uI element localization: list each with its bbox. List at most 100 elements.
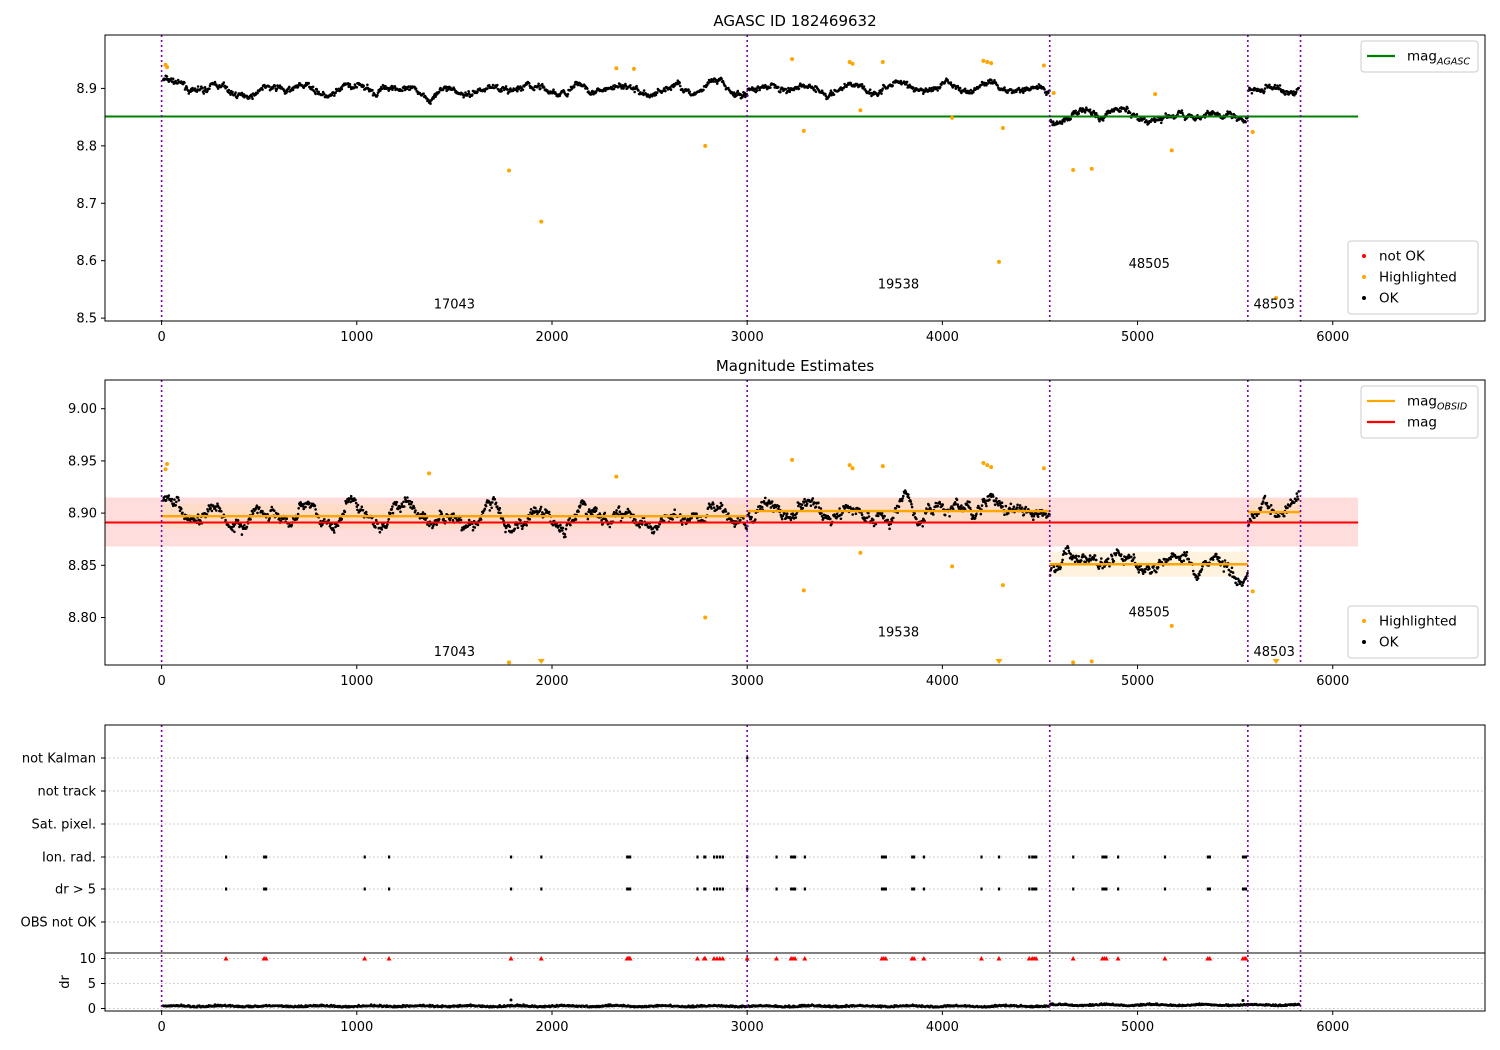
ok-point [467, 90, 470, 93]
ok-point [755, 89, 759, 92]
highlighted-point [880, 464, 885, 469]
flag-event-mark [1117, 887, 1120, 891]
ok-point [181, 511, 184, 515]
ok-point [311, 85, 315, 89]
ok-point [780, 517, 784, 521]
ok-point [519, 518, 522, 522]
ok-point [615, 509, 618, 512]
ok-point [587, 508, 591, 511]
ok-point [296, 512, 300, 516]
ok-point [722, 81, 725, 84]
ok-point [1156, 566, 1160, 569]
ok-point [846, 504, 849, 508]
flag-event-mark [1208, 855, 1211, 859]
ok-point [308, 501, 311, 505]
x-tick-label: 3000 [731, 330, 764, 345]
ok-point [240, 533, 244, 536]
ok-point [985, 504, 988, 508]
ok-point [910, 505, 914, 509]
ok-point [1268, 83, 1271, 87]
ok-point [177, 499, 181, 502]
obsid-label: 48505 [1129, 605, 1170, 620]
flag-event-mark [388, 855, 391, 859]
ok-point [754, 518, 757, 521]
ok-point [361, 508, 365, 512]
legend-label-subscript: AGASC [1436, 57, 1470, 68]
ok-point [1198, 573, 1201, 577]
flag-event-mark [721, 855, 724, 859]
ok-point [655, 91, 659, 94]
ok-point [1204, 559, 1207, 563]
ok-point [787, 86, 790, 90]
ok-point [803, 497, 806, 501]
ok-point [218, 507, 222, 510]
ok-point [452, 512, 455, 515]
highlighted-point [996, 259, 1001, 264]
ok-point [730, 518, 733, 521]
ok-point [781, 514, 785, 518]
ok-point [498, 506, 502, 510]
ok-point [401, 89, 404, 93]
ok-point [174, 79, 177, 83]
ok-point [658, 523, 661, 526]
ok-point [720, 77, 723, 81]
ok-point [572, 85, 576, 89]
highlighted-point [985, 59, 990, 64]
ok-point [414, 87, 418, 90]
ok-point [1200, 568, 1204, 571]
ok-point [679, 84, 682, 88]
ok-point [1110, 554, 1114, 558]
ok-point [1273, 83, 1277, 87]
highlighted-point [950, 564, 955, 569]
flag-event-mark [263, 855, 266, 859]
ok-point [1132, 553, 1136, 556]
x-tick-label: 5000 [1121, 330, 1154, 345]
highlighted-point [1041, 466, 1046, 471]
flag-event-mark [911, 855, 914, 859]
ok-point [940, 83, 943, 87]
ok-point [315, 88, 319, 91]
ok-point [333, 531, 336, 534]
ok-point [563, 532, 567, 536]
ok-point [1294, 499, 1298, 503]
ok-point [1083, 111, 1087, 114]
flag-event-mark [1028, 855, 1031, 859]
ok-point [355, 86, 359, 89]
flag-row-label: dr > 5 [55, 883, 96, 898]
ok-point [346, 500, 350, 504]
ok-point [233, 523, 237, 526]
ok-point [451, 518, 455, 522]
ok-point [486, 87, 489, 90]
ok-point [814, 90, 818, 93]
ok-points-0 [161, 74, 1300, 127]
highlighted-point [858, 108, 863, 113]
ok-point [299, 501, 302, 504]
ok-point [213, 80, 217, 84]
obsid-label: 17043 [434, 645, 475, 660]
ok-point [938, 502, 942, 506]
ok-point [1115, 551, 1118, 555]
flag-event-mark [629, 855, 632, 859]
ok-point [872, 524, 876, 528]
legend-dot-marker [1362, 296, 1366, 300]
ok-point [1075, 554, 1078, 558]
ok-point [184, 517, 187, 520]
ok-point [1088, 108, 1092, 111]
highlighted-point [1000, 126, 1005, 131]
ok-point [1187, 557, 1191, 561]
ok-point [1241, 584, 1244, 587]
ok-point [802, 84, 806, 87]
ok-point [558, 530, 562, 533]
ok-point [193, 518, 196, 521]
ok-point [508, 525, 512, 528]
flag-event-mark [790, 887, 793, 891]
ok-point [202, 92, 206, 95]
ok-point [1039, 84, 1042, 88]
ok-point [777, 507, 780, 511]
ok-point [1223, 565, 1226, 568]
ok-point [466, 524, 470, 528]
ok-point [1100, 557, 1103, 560]
flag-event-mark [696, 887, 699, 891]
ok-point [824, 92, 827, 96]
